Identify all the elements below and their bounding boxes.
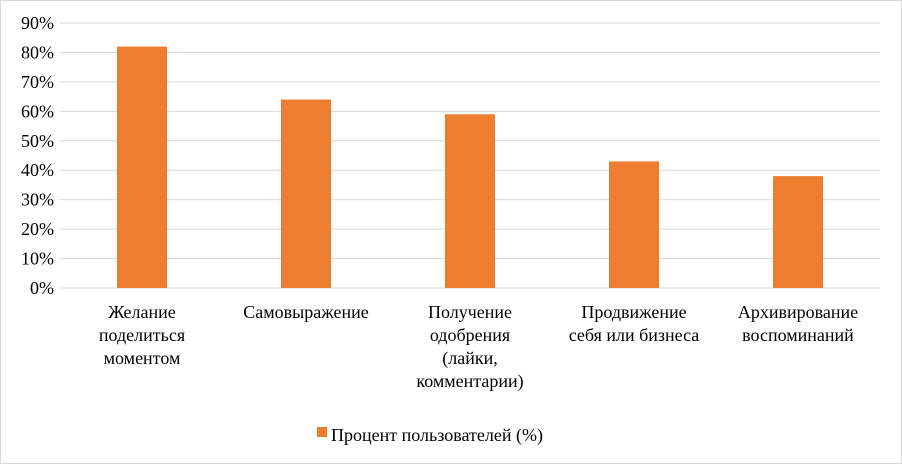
bar <box>117 46 167 288</box>
y-tick-label: 80% <box>21 42 54 62</box>
x-category-label-line: комментарии) <box>416 371 523 392</box>
bars <box>117 46 823 289</box>
x-category-label: Желание поделиться моментом <box>99 302 185 368</box>
x-category-label-line: себя или бизнеса <box>569 325 700 345</box>
x-category-label-line: моментом <box>104 348 181 368</box>
x-category-label-line: Продвижение <box>581 302 686 322</box>
x-category-label: Самовыражение <box>243 302 368 322</box>
x-category-label-line: Архивирование <box>738 302 858 322</box>
bar <box>773 176 823 288</box>
bar <box>445 114 495 289</box>
x-axis-category-labels: Желание поделиться моментом Самовыражение По… <box>99 302 858 392</box>
y-tick-label: 10% <box>21 249 54 269</box>
y-tick-label: 50% <box>21 131 54 151</box>
x-category-label-line: одобрения <box>430 325 510 345</box>
legend-swatch <box>317 427 327 437</box>
x-category-label: Продвижение себя или бизнеса <box>569 302 700 345</box>
legend: Процент пользователей (%) <box>317 425 543 446</box>
y-tick-label: 70% <box>21 72 54 92</box>
y-tick-label: 30% <box>21 190 54 210</box>
x-category-label-line: (лайки, <box>442 348 497 369</box>
y-tick-label: 0% <box>30 278 54 298</box>
x-category-label: Архивирование воспоминаний <box>738 302 858 345</box>
y-tick-label: 20% <box>21 219 54 239</box>
x-category-label-line: воспоминаний <box>742 325 854 345</box>
y-axis-tick-labels: 0% 10% 20% 30% 40% 50% 60% 70% 80% 90% <box>21 13 54 298</box>
bar <box>609 161 659 288</box>
bar <box>281 99 331 288</box>
x-category-label-line: Желание <box>108 302 175 322</box>
x-category-label-line: Самовыражение <box>243 302 368 322</box>
y-tick-label: 40% <box>21 160 54 180</box>
x-category-label-line: поделиться <box>99 325 185 345</box>
gridlines <box>60 22 880 289</box>
y-tick-label: 60% <box>21 101 54 121</box>
x-category-label-line: Получение <box>428 302 512 322</box>
y-tick-label: 90% <box>21 13 54 33</box>
x-category-label: Получение одобрения (лайки, комментарии) <box>416 302 523 392</box>
legend-label: Процент пользователей (%) <box>331 425 543 446</box>
